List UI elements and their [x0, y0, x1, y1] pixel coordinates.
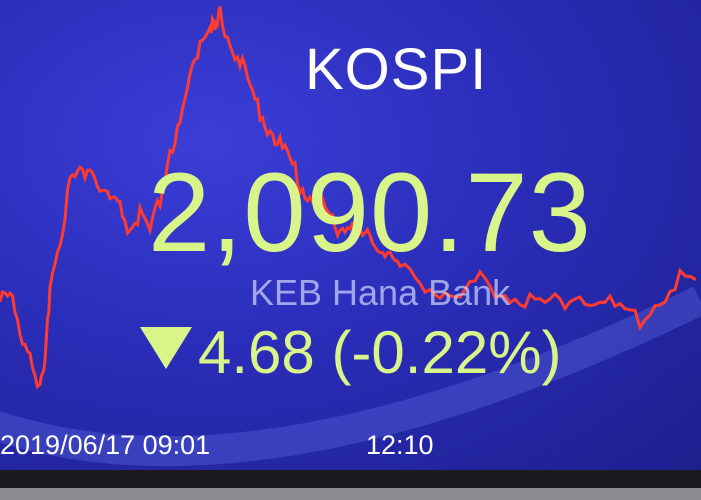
change-row: 4.68 (-0.22%)	[140, 318, 562, 387]
change-value: 4.68	[198, 319, 315, 386]
screen-bezel	[0, 470, 701, 488]
down-triangle-icon	[140, 327, 192, 369]
intraday-line-chart	[0, 6, 701, 467]
start-time: 2019/06/17 09:01	[0, 430, 211, 460]
index-value: 2,090.73	[148, 150, 592, 275]
change-percent: (-0.22%)	[331, 319, 562, 386]
index-line	[0, 6, 697, 390]
mid-time: 12:10	[366, 430, 434, 460]
display-screen: KOSPI 2,090.73 KEB Hana Bank 4.68 (-0.22…	[0, 0, 701, 470]
sponsor-logo: KEB Hana Bank	[250, 272, 511, 313]
index-name: KOSPI	[305, 37, 488, 102]
